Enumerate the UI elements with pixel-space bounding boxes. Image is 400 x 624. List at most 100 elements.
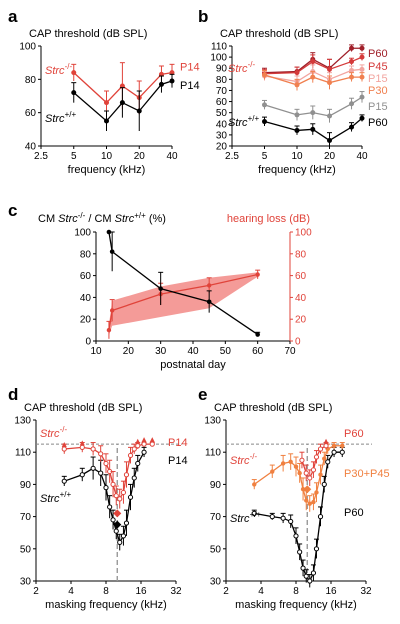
d-label-strc-ko-sup: -/- xyxy=(60,425,68,434)
d-y-tick-label: 110 xyxy=(15,448,31,459)
a-strc-wt-data-point xyxy=(169,78,175,84)
a-label-strc-ko-main: Strc xyxy=(45,65,65,77)
e-title: CAP threshold (dB SPL) xyxy=(214,402,332,414)
e-strc-wt-p60-data-point xyxy=(310,570,317,576)
a-panel-label: a xyxy=(8,7,18,26)
b-y-tick-label: 90 xyxy=(216,64,228,75)
e-strc-ko-p30-p45-series-line xyxy=(253,445,343,505)
b-series-p45-data-point xyxy=(310,59,316,65)
a-x-axis-label: frequency (kHz) xyxy=(68,164,146,176)
c-title-part: / CM xyxy=(85,213,114,225)
e-strc-ko-p60-data-point xyxy=(313,454,320,460)
e-label-strc-wt: Strc+/+ xyxy=(230,510,261,525)
a-y-tick-label: 60 xyxy=(25,108,37,119)
b-y-tick-label: 60 xyxy=(216,97,228,108)
b-legend-p60: P60 xyxy=(368,48,388,60)
b-legend-p15: P15 xyxy=(368,73,388,85)
d-strc-ko-data-point xyxy=(141,441,147,447)
a-y-tick-label: 80 xyxy=(25,75,37,86)
b-series-p30-data-point xyxy=(359,74,365,80)
b-label-strc-wt-sup: +/+ xyxy=(248,114,260,123)
d-strc-wt-data-point xyxy=(123,520,130,526)
a-x-tick-label: 20 xyxy=(134,151,146,162)
c-cm-ratio-data-point xyxy=(158,286,163,291)
e-strc-ko-p30-p45-data-point xyxy=(331,443,337,448)
d-y-tick-label: 30 xyxy=(20,577,32,588)
e-strc-wt-p60-data-point xyxy=(297,549,303,555)
e-strc-ko-p60-data-point xyxy=(323,443,329,449)
a-title: CAP threshold (dB SPL) xyxy=(29,28,147,40)
b-x-axis-label: frequency (kHz) xyxy=(258,164,336,176)
d-strc-wt-data-point xyxy=(90,465,96,471)
e-strc-ko-p30-p45-data-point xyxy=(270,469,275,474)
d-strc-wt-data-point xyxy=(131,475,137,481)
c-title-part: +/+ xyxy=(134,211,146,220)
c-title-part: Strc xyxy=(58,213,78,225)
d-x-axis-label: masking frequency (kHz) xyxy=(45,599,167,611)
b-x-tick-label: 10 xyxy=(291,151,303,162)
a-label-strc-ko-sup: -/- xyxy=(65,62,73,71)
c-hearing-loss-data-point xyxy=(255,272,260,277)
panel-e: 2 4 8 16 32 30 50 70 90 110 130 masking frequency (… xyxy=(198,385,390,611)
d-arrow-marker xyxy=(135,438,141,444)
a-label-strc-wt-main: Strc xyxy=(45,113,65,125)
e-strc-wt-p60-data-point xyxy=(280,515,286,521)
c-hearing-loss-data-point xyxy=(206,283,212,288)
e-strc-wt-p60-data-point xyxy=(317,514,324,520)
c-title-part: CM xyxy=(38,213,58,225)
d-strc-wt-data-point xyxy=(103,485,109,491)
c-cm-ratio-data-point xyxy=(206,299,212,305)
e-strc-wt-p60-data-point xyxy=(325,459,331,465)
e-strc-ko-p30-p45-data-point xyxy=(293,464,299,469)
c-title-part: -/- xyxy=(78,211,86,220)
d-strc-wt-data-point xyxy=(79,472,85,478)
a-x-tick-label: 2.5 xyxy=(34,151,48,162)
c-y-tick-label-right: 60 xyxy=(295,271,307,282)
e-arrow-marker xyxy=(323,438,329,444)
e-x-tick-label: 2 xyxy=(223,586,229,597)
b-legend-p60: P60 xyxy=(368,117,388,129)
e-strc-wt-p60-data-point xyxy=(300,565,306,571)
b-series-p45-data-point xyxy=(294,70,300,76)
c-title-part: Strc xyxy=(115,213,135,225)
b-y-tick-label: 110 xyxy=(211,42,227,53)
b-series-p60-data-point xyxy=(262,119,267,125)
d-y-tick-label: 130 xyxy=(14,416,31,427)
c-title-left: CM Strc-/- / CM Strc+/+ (%) xyxy=(38,211,166,225)
d-strc-wt-data-point xyxy=(141,449,147,455)
b-series-p60-data-point xyxy=(359,115,365,121)
d-label-strc-ko: Strc-/- xyxy=(40,425,67,440)
b-legend-p30: P30 xyxy=(368,85,388,97)
e-strc-wt-p60-data-point xyxy=(303,573,309,579)
a-strc-wt-data-point xyxy=(71,90,77,96)
d-strc-ko-data-point xyxy=(117,496,123,502)
e-strc-ko-p60-data-point xyxy=(307,475,313,481)
b-series-p15-data-point xyxy=(294,112,300,118)
d-arrow-marker xyxy=(79,440,85,446)
d-panel-label: d xyxy=(8,385,18,404)
d-x-tick-label: 32 xyxy=(170,586,182,597)
b-y-tick-label: 70 xyxy=(216,86,228,97)
c-hearing-loss-data-point xyxy=(106,327,112,333)
e-label-strc-wt-main: Strc xyxy=(230,513,250,525)
e-x-tick-label: 32 xyxy=(360,586,372,597)
d-y-tick-label: 90 xyxy=(20,480,32,491)
e-panel-label: e xyxy=(198,385,207,404)
d-strc-ko-data-point xyxy=(127,452,134,459)
b-series-p30-data-point xyxy=(262,72,267,78)
c-x-axis-label: postnatal day xyxy=(160,359,226,371)
b-series-p60-data-point xyxy=(349,45,355,51)
e-strc-ko-p60-data-point xyxy=(310,467,317,473)
e-x-tick-label: 16 xyxy=(325,586,337,597)
d-probe-marker-ko xyxy=(113,509,122,518)
e-y-tick-label: 70 xyxy=(210,512,222,523)
e-label-strc-ko: Strc-/- xyxy=(230,452,257,467)
e-strc-ko-p30-p45-data-point xyxy=(280,461,286,466)
b-series-p60-data-point xyxy=(359,45,365,51)
c-panel-label: c xyxy=(8,201,17,220)
e-strc-wt-p60-data-point xyxy=(251,510,257,516)
a-strc-wt-data-point xyxy=(158,81,164,87)
a-strc-ko-data-point xyxy=(71,70,77,76)
e-y-tick-label: 90 xyxy=(210,480,222,491)
e-strc-ko-p30-p45-data-point xyxy=(307,501,312,506)
